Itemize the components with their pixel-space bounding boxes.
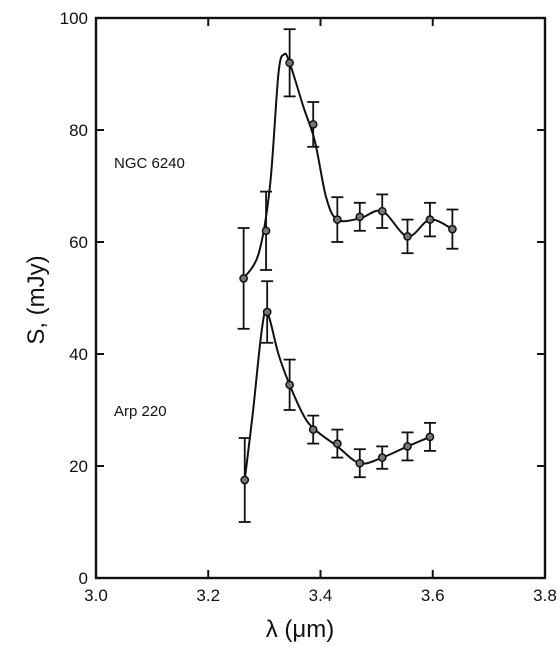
plot-frame [94,16,547,580]
y-tick-label: 20 [69,457,88,476]
series-label-arp-220: Arp 220 [114,403,167,420]
x-tick-label: 3.0 [84,586,108,605]
data-point [262,307,272,317]
y-tick-label: 100 [60,9,88,28]
series-0 [237,28,459,330]
series-curve [242,52,453,279]
data-point [355,212,365,222]
data-point [355,458,365,468]
data-point [308,425,318,434]
x-tick-label: 3.6 [421,586,445,605]
y-axis-label: S, (mJy) [23,255,50,344]
x-axis-label: λ (μm) [266,616,334,643]
data-point [403,442,412,451]
x-tick-label: 3.8 [533,586,557,605]
y-axis-ticks: 0 20 40 60 80 100 [60,9,545,588]
data-point [285,380,294,390]
y-tick-label: 60 [69,233,88,252]
data-point [377,206,387,216]
data-point [377,453,387,462]
data-point [240,475,250,485]
data-point [332,439,342,448]
data-point [403,232,412,241]
data-point [448,224,457,234]
y-tick-label: 0 [79,569,88,588]
data-point [425,215,435,224]
data-point [425,432,435,442]
x-tick-label: 3.4 [309,586,333,605]
series-label-ngc-6240: NGC 6240 [114,155,185,172]
y-tick-label: 40 [69,345,88,364]
series-1 [238,280,436,523]
data-point [239,274,248,283]
series-layer [237,28,459,523]
plot-border [94,16,547,580]
data-point [261,226,271,236]
data-point [332,215,342,224]
x-tick-label: 3.2 [196,586,220,605]
x-axis-ticks: 3.0 3.2 3.4 3.6 3.8 [84,18,557,605]
data-point [308,120,318,129]
y-tick-label: 80 [69,121,88,140]
data-point [285,58,294,68]
